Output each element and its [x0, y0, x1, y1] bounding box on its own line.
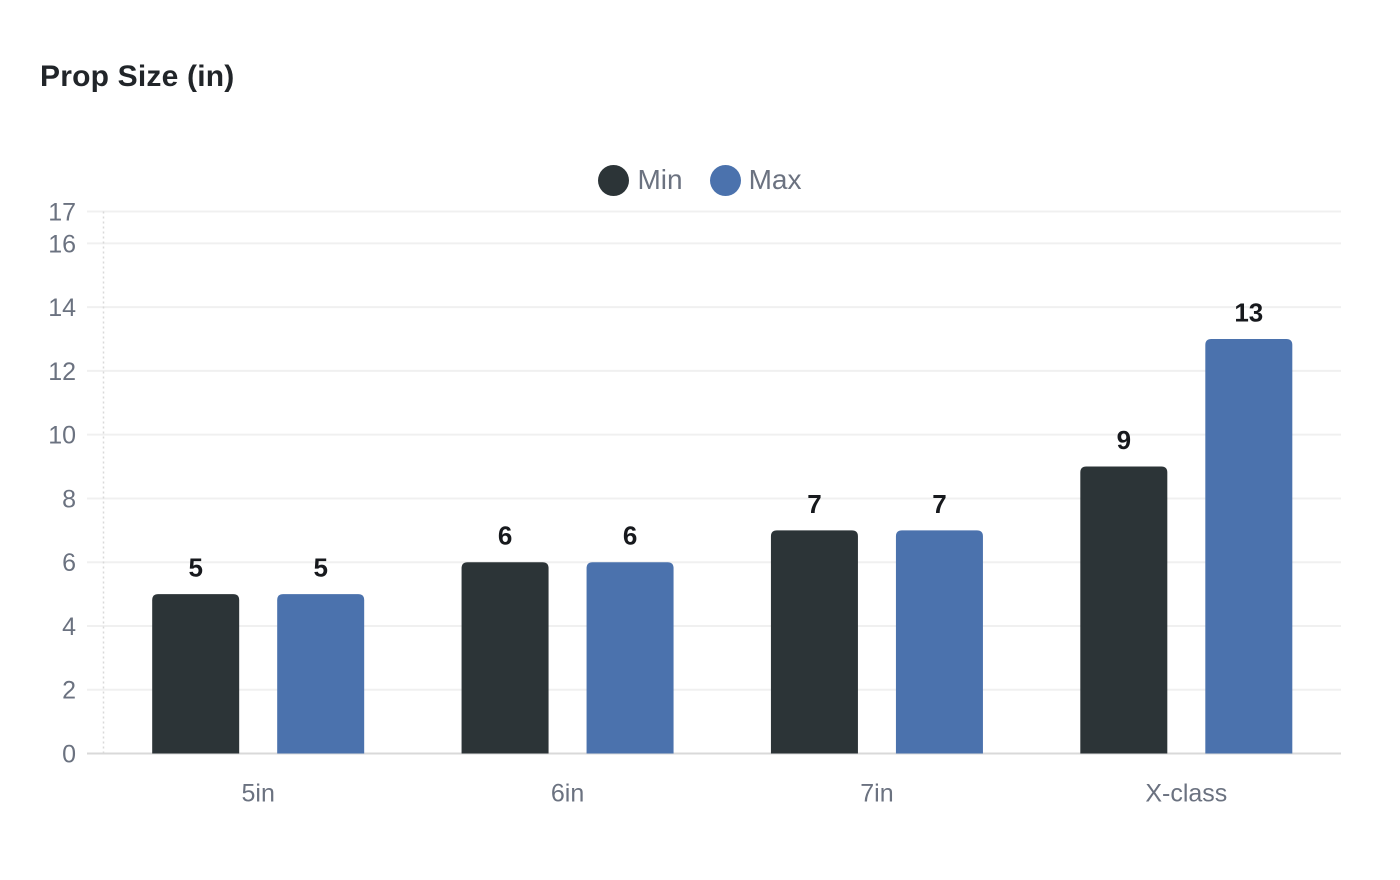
bar-max-x-class[interactable] — [1205, 339, 1293, 754]
bar-value-label: 9 — [1117, 425, 1131, 455]
bar-min-6in[interactable] — [461, 562, 549, 754]
x-category-label: X-class — [1145, 780, 1227, 808]
y-tick-label: 2 — [62, 677, 76, 705]
bar-min-7in[interactable] — [770, 530, 858, 754]
bar-min-x-class[interactable] — [1080, 466, 1168, 754]
y-tick-label: 12 — [48, 358, 76, 386]
chart-title: Prop Size (in) — [40, 60, 235, 93]
legend-marker-max — [709, 164, 741, 196]
legend-label: Min — [637, 164, 683, 195]
bar-value-label: 7 — [932, 489, 946, 519]
bar-max-6in[interactable] — [586, 562, 674, 754]
bar-value-label: 13 — [1234, 298, 1263, 328]
bar-max-5in[interactable] — [277, 594, 365, 754]
bar-value-label: 5 — [313, 553, 327, 583]
legend-marker-min — [598, 164, 630, 196]
y-tick-label: 17 — [48, 199, 76, 227]
y-tick-label: 16 — [48, 230, 76, 258]
bar-value-label: 6 — [623, 521, 637, 551]
bar-max-7in[interactable] — [895, 530, 983, 754]
y-tick-label: 10 — [48, 422, 76, 450]
y-tick-label: 14 — [48, 294, 76, 322]
legend-label: Max — [748, 164, 802, 195]
y-tick-label: 0 — [62, 741, 76, 769]
y-tick-label: 8 — [62, 485, 76, 513]
legend-item-max[interactable]: Max — [709, 164, 802, 196]
chart-legend: Min Max — [0, 162, 1400, 198]
bar-value-label: 5 — [188, 553, 202, 583]
y-tick-label: 6 — [62, 549, 76, 577]
x-category-label: 5in — [242, 780, 275, 808]
legend-item-min[interactable]: Min — [598, 164, 683, 196]
bar-value-label: 6 — [498, 521, 512, 551]
x-category-label: 7in — [860, 780, 893, 808]
y-tick-label: 4 — [62, 613, 76, 641]
bar-value-label: 7 — [807, 489, 821, 519]
bar-min-5in[interactable] — [152, 594, 240, 754]
x-category-label: 6in — [551, 780, 584, 808]
